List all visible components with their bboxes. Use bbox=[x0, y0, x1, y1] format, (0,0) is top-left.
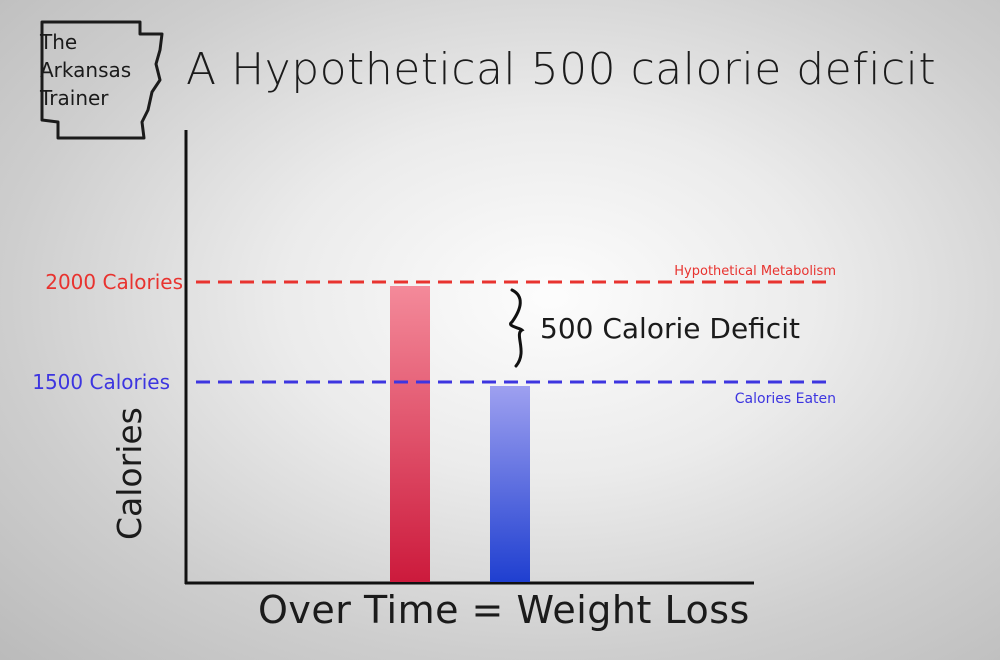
y-tick-label-1500: 1500 Calories bbox=[32, 370, 170, 394]
bar-calories-eaten bbox=[490, 386, 530, 582]
logo-line: Arkansas bbox=[40, 58, 132, 82]
deficit-annotation: 500 Calorie Deficit bbox=[540, 312, 800, 345]
y-tick-label-2000: 2000 Calories bbox=[45, 270, 183, 294]
logo-line: Trainer bbox=[40, 86, 109, 110]
x-axis-label: Over Time = Weight Loss bbox=[258, 588, 750, 632]
bar-hypothetical-metabolism bbox=[390, 286, 430, 582]
y-axis-label: Calories bbox=[110, 407, 149, 540]
y-axis-label-wrap: Calories bbox=[110, 405, 240, 540]
arkansas-state-outline-icon bbox=[40, 20, 164, 140]
curly-brace-icon bbox=[509, 288, 525, 368]
logo-line: The bbox=[40, 30, 78, 54]
logo-text: The Arkansas Trainer bbox=[40, 28, 160, 112]
line-label-calories-eaten: Calories Eaten bbox=[735, 391, 836, 407]
chart-title: A Hypothetical 500 calorie deficit bbox=[186, 44, 937, 95]
line-label-hypothetical-metabolism: Hypothetical Metabolism bbox=[674, 264, 836, 279]
